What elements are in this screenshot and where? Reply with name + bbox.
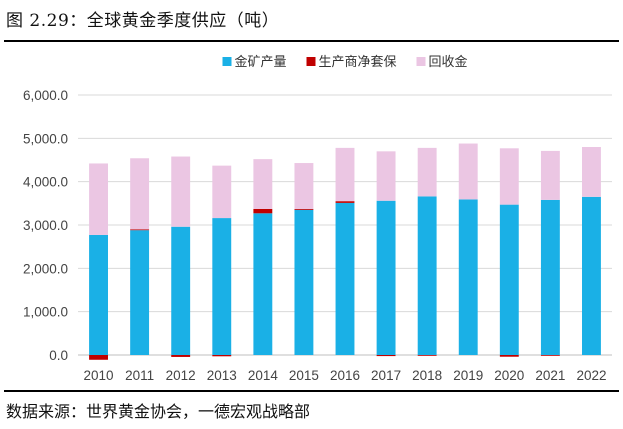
bar-mine — [212, 218, 232, 355]
bar-recycle — [130, 158, 150, 230]
y-tick-label: 5,000.0 — [23, 131, 68, 146]
legend: 金矿产量 生产商净套保 回收金 — [222, 54, 468, 70]
bar-mine — [499, 204, 519, 355]
bar-recycle — [458, 143, 478, 200]
x-tick-label: 2020 — [494, 368, 524, 383]
bar-recycle — [376, 151, 396, 201]
x-tick-label: 2015 — [289, 368, 319, 383]
figure-title: 图 2.29：全球黄金季度供应（吨） — [6, 11, 280, 31]
bar-mine — [89, 234, 108, 355]
bar-mine — [294, 209, 314, 355]
source-note: 数据来源：世界黄金协会，一德宏观战略部 — [6, 402, 311, 421]
y-tick-label: 2,000.0 — [23, 261, 68, 276]
legend-swatch — [416, 57, 426, 66]
bar-mine — [130, 230, 150, 355]
bar-recycle — [89, 163, 108, 235]
x-tick-label: 2017 — [371, 368, 401, 383]
top-rule — [4, 40, 619, 42]
x-tick-label: 2019 — [453, 368, 483, 383]
bar-hedging — [294, 208, 314, 210]
legend-swatch — [222, 57, 232, 66]
x-tick-label: 2013 — [207, 368, 237, 383]
x-tick-label: 2012 — [166, 368, 196, 383]
bar-mine — [582, 196, 601, 355]
bar-recycle — [335, 147, 355, 202]
y-tick-label: 0.0 — [49, 348, 68, 363]
bar-mine — [458, 199, 478, 355]
bar-hedging — [171, 355, 191, 357]
bar-recycle — [499, 148, 519, 205]
bars — [89, 143, 601, 360]
bar-recycle — [294, 163, 314, 209]
bar-recycle — [582, 147, 601, 197]
x-axis-ticks: 2010 2011 2012 2013 2014 2015 2016 2017 2018 2019… — [84, 368, 607, 383]
x-tick-label: 2016 — [330, 368, 360, 383]
bar-mine — [540, 199, 560, 355]
y-axis-ticks: 0.0 1,000.0 2,000.0 3,000.0 4,000.0 5,000.0 6,… — [23, 88, 68, 363]
bar-hedging — [376, 355, 396, 357]
bar-recycle — [212, 165, 232, 219]
bar-hedging — [212, 355, 232, 357]
bar-mine — [417, 196, 437, 355]
bar-hedging — [253, 208, 273, 214]
bar-recycle — [540, 150, 560, 200]
x-tick-label: 2021 — [535, 368, 565, 383]
legend-label: 金矿产量 — [235, 54, 287, 70]
bar-hedging — [335, 201, 355, 203]
bar-hedging — [499, 355, 519, 357]
x-tick-label: 2010 — [84, 368, 114, 383]
bar-mine — [376, 200, 396, 355]
bar-hedging — [417, 355, 437, 356]
bar-mine — [253, 213, 273, 355]
x-tick-label: 2022 — [576, 368, 606, 383]
bar-recycle — [171, 156, 191, 227]
legend-label: 回收金 — [429, 54, 468, 70]
legend-label: 生产商净套保 — [319, 54, 397, 70]
bar-hedging — [130, 229, 150, 231]
bar-recycle — [253, 159, 273, 209]
legend-swatch — [306, 57, 316, 66]
bar-mine — [335, 202, 355, 355]
bottom-rule — [4, 390, 619, 392]
y-tick-label: 4,000.0 — [23, 175, 68, 190]
x-tick-label: 2014 — [248, 368, 279, 383]
bar-mine — [171, 226, 191, 355]
bar-recycle — [417, 147, 437, 197]
x-tick-label: 2018 — [412, 368, 442, 383]
y-tick-label: 1,000.0 — [23, 305, 68, 320]
bar-hedging — [540, 355, 560, 356]
x-tick-label: 2011 — [125, 368, 154, 383]
bar-hedging — [89, 355, 108, 360]
y-tick-label: 3,000.0 — [23, 218, 68, 233]
y-tick-label: 6,000.0 — [23, 88, 68, 103]
